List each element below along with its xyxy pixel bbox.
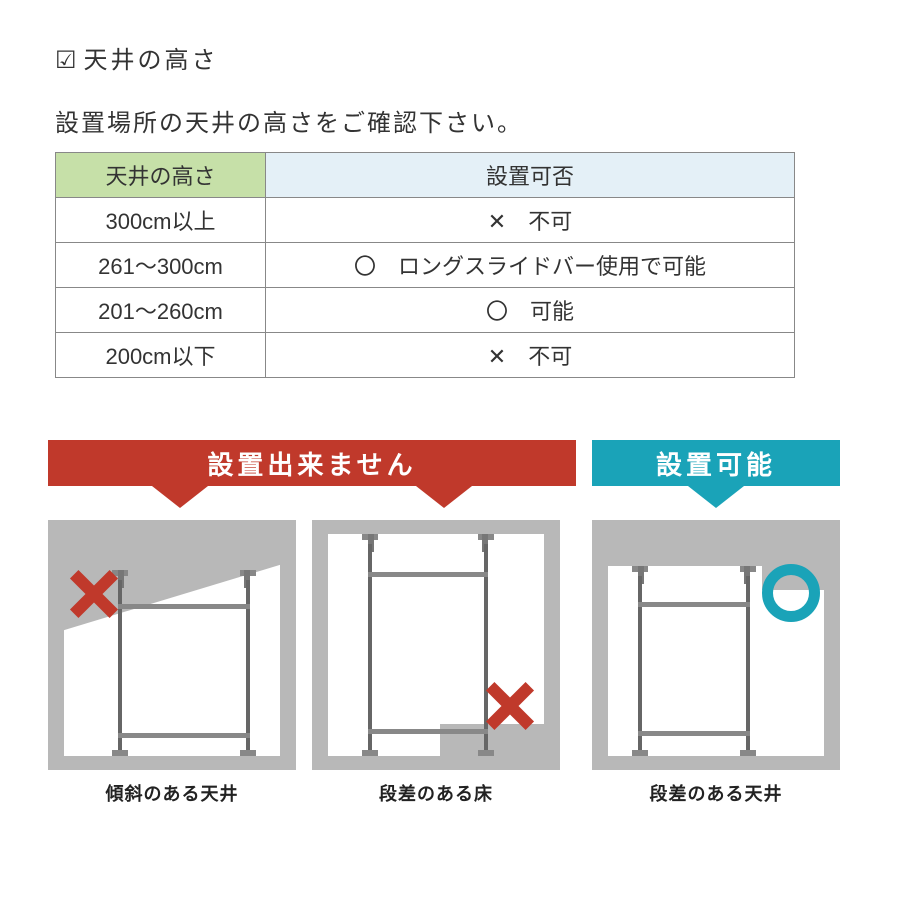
x-icon — [482, 678, 538, 734]
table-header-status: 設置可否 — [266, 153, 795, 198]
x-icon — [66, 566, 122, 622]
o-icon — [762, 564, 820, 622]
arrow-down-icon — [688, 486, 744, 508]
diagram-panels: 設置出来ません — [0, 440, 900, 806]
table-header-height: 天井の高さ — [56, 153, 266, 198]
banner-not-installable: 設置出来ません — [48, 440, 576, 486]
diagram-stepped-floor — [312, 520, 560, 770]
diagram-stepped-ceiling — [592, 520, 840, 770]
diagram-caption: 段差のある天井 — [592, 780, 840, 806]
compatibility-table: 天井の高さ 設置可否 300cm以上 ✕ 不可 261～300cm 〇 ロングス… — [55, 152, 795, 378]
diagram-caption: 段差のある床 — [312, 780, 560, 806]
table-row: 200cm以下 ✕ 不可 — [56, 333, 795, 378]
arrow-down-icon — [152, 486, 208, 508]
table-row: 201～260cm 〇 可能 — [56, 288, 795, 333]
table-row: 300cm以上 ✕ 不可 — [56, 198, 795, 243]
diagram-caption: 傾斜のある天井 — [48, 780, 296, 806]
arrow-down-icon — [416, 486, 472, 508]
check-icon: ☑ — [55, 47, 80, 74]
table-row: 261～300cm 〇 ロングスライドバー使用で可能 — [56, 243, 795, 288]
heading-text: 天井の高さ — [84, 47, 219, 74]
subheading-text: 設置場所の天井の高さをご確認下さい。 — [55, 103, 845, 138]
banner-installable: 設置可能 — [592, 440, 840, 486]
section-heading: ☑天井の高さ — [55, 40, 845, 75]
diagram-sloped-ceiling — [48, 520, 296, 770]
